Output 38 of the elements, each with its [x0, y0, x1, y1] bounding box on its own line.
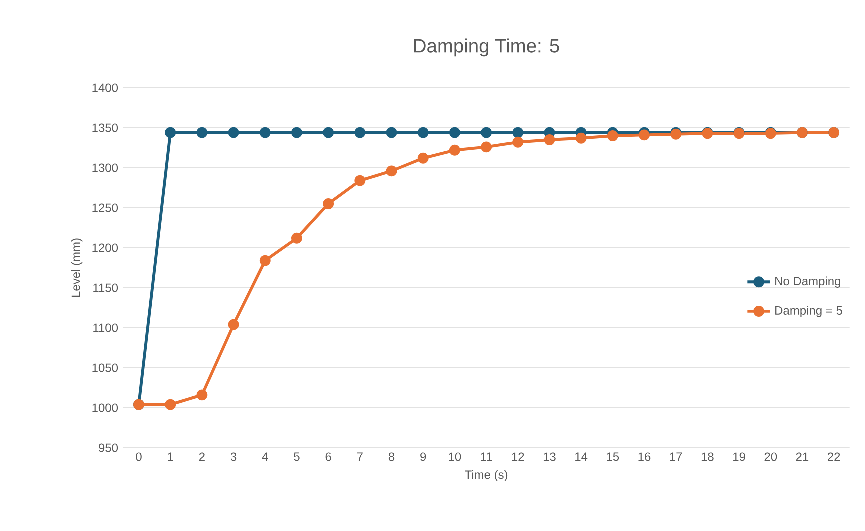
x-tick-label: 4	[262, 452, 268, 461]
x-tick-label: 3	[230, 452, 237, 462]
y-tick-label: 1300	[92, 164, 118, 172]
x-tick-label: 8	[388, 452, 395, 462]
x-tick-label: 11	[481, 452, 492, 461]
x-tick-label: 10	[449, 452, 462, 462]
x-tick-label: 9	[420, 452, 426, 462]
x-tick-label: 15	[607, 452, 620, 462]
x-tick-label: 22	[828, 452, 840, 462]
x-tick-label: 1	[168, 452, 174, 461]
x-tick-label: 12	[512, 452, 524, 462]
x-tick-label: 21	[796, 452, 809, 462]
legend-label: No Damping	[776, 276, 840, 288]
y-tick-label: 1400	[92, 84, 118, 92]
x-tick-label: 13	[544, 452, 556, 462]
y-tick-label: 1350	[92, 124, 118, 132]
x-axis-title: Time (s)	[465, 470, 508, 482]
y-tick-label: 1150	[94, 284, 118, 292]
x-tick-label: 5	[294, 452, 300, 462]
y-tick-label: 1050	[92, 364, 118, 372]
x-tick-label: 17	[670, 452, 682, 461]
x-tick-label: 2	[199, 452, 205, 462]
chart-title: Damping Time: 5	[414, 38, 560, 57]
x-tick-label: 6	[326, 452, 332, 462]
y-tick-label: 1200	[92, 244, 118, 252]
x-tick-label: 20	[764, 452, 778, 462]
y-tick-label: 950	[99, 444, 118, 452]
y-axis-title: Level (mm)	[71, 238, 83, 298]
x-tick-label: 19	[734, 452, 746, 462]
x-tick-label: 0	[136, 452, 142, 462]
y-tick-label: 1250	[92, 204, 118, 212]
y-tick-label: 1100	[94, 324, 118, 332]
y-tick-label: 1000	[92, 404, 118, 412]
x-tick-label: 18	[702, 452, 714, 462]
x-tick-label: 7	[357, 452, 363, 461]
legend-label: Damping = 5	[776, 306, 842, 318]
x-tick-label: 14	[576, 452, 588, 461]
x-tick-label: 16	[638, 452, 651, 462]
